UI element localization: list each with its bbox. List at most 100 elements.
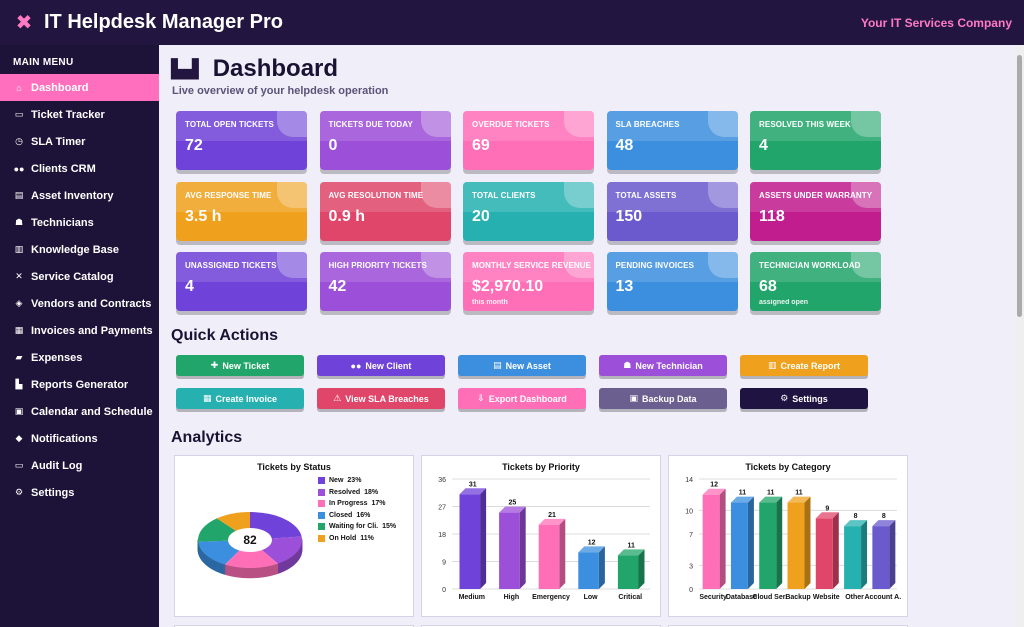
bar-value-label: 11: [767, 490, 775, 497]
new-technician-button[interactable]: ☗ New Technician: [599, 355, 727, 376]
view-sla-breaches-button[interactable]: ⚠ View SLA Breaches: [317, 388, 445, 409]
legend-swatch: [318, 511, 325, 519]
bar-side: [598, 546, 605, 589]
stat-card[interactable]: AVG RESPONSE TIME 3.5 h: [176, 181, 307, 241]
pie-slice-side: [233, 566, 236, 578]
pie-slice-side: [246, 567, 250, 579]
sidebar-item-service-catalog[interactable]: ✕ Service Catalog: [0, 263, 159, 290]
card-highlight: [750, 181, 881, 212]
bar-side: [747, 496, 754, 589]
stat-card[interactable]: RESOLVED THIS WEEK 4: [750, 111, 881, 170]
stat-card[interactable]: AVG RESOLUTION TIME 0.9 h: [319, 181, 451, 241]
bar-value-label: 11: [795, 490, 803, 497]
card-fold: [851, 252, 881, 278]
page-header: ▙▟ Dashboard: [171, 55, 338, 83]
legend-percent: 16%: [356, 511, 371, 519]
card-fold: [277, 181, 307, 208]
sidebar-item-label: Service Catalog: [31, 270, 114, 283]
sidebar-item-technicians[interactable]: ☗ Technicians: [0, 209, 159, 236]
x-tick-label: Security: [699, 594, 727, 601]
status-chart-panel: Tickets by Status 82 New 23% Resolved 18% In…: [174, 455, 414, 617]
stat-label: TOTAL CLIENTS: [472, 190, 536, 200]
timer-icon: ◷: [15, 136, 23, 146]
log-icon: ▭: [14, 460, 24, 470]
bar[interactable]: [759, 502, 777, 589]
pie-slice[interactable]: [224, 540, 278, 568]
bar[interactable]: [538, 524, 560, 589]
stat-value: 0: [328, 137, 338, 154]
bar[interactable]: [872, 526, 890, 589]
create-invoice-button[interactable]: ▦ Create Invoice: [176, 388, 304, 409]
stat-card[interactable]: TOTAL ASSETS 150: [606, 181, 738, 241]
create-report-button[interactable]: ▥ Create Report: [740, 355, 868, 376]
sidebar-item-label: Settings: [31, 486, 75, 499]
ticket-icon: ▭: [14, 109, 24, 119]
stat-card[interactable]: HIGH PRIORITY TICKETS 42: [319, 252, 451, 311]
stat-card[interactable]: MONTHLY SERVICE REVENUE $2,970.10 this mon…: [463, 252, 594, 311]
bar[interactable]: [787, 502, 805, 589]
sidebar-item-label: Notifications: [31, 432, 98, 445]
sidebar-item-notifications[interactable]: ◆ Notifications: [0, 425, 159, 452]
stat-label: SLA BREACHES: [615, 120, 680, 129]
scrollbar-thumb[interactable]: [1017, 55, 1022, 317]
bar[interactable]: [730, 502, 748, 589]
new-client-button[interactable]: ●● New Client: [317, 355, 445, 376]
stat-card[interactable]: UNASSIGNED TICKETS 4: [176, 252, 307, 311]
stat-label: TOTAL OPEN TICKETS: [185, 120, 274, 129]
bar[interactable]: [499, 512, 520, 589]
bar[interactable]: [815, 518, 833, 589]
new-ticket-button[interactable]: ✚ New Ticket: [176, 355, 304, 376]
stat-value: 4: [185, 278, 194, 295]
stat-card[interactable]: SLA BREACHES 48: [606, 111, 738, 170]
export-dashboard-button[interactable]: ⇩ Export Dashboard: [458, 388, 586, 409]
bar-top: [787, 496, 811, 503]
stat-value: 48: [615, 137, 634, 154]
stat-card[interactable]: TICKETS DUE TODAY 0: [319, 111, 451, 170]
sidebar-item-ticket-tracker[interactable]: ▭ Ticket Tracker: [0, 101, 159, 128]
bar[interactable]: [617, 555, 639, 589]
pie-slice-side: [242, 567, 245, 579]
sidebar-item-reports-generator[interactable]: ▙ Reports Generator: [0, 371, 159, 398]
x-tick-label: Medium: [459, 594, 485, 601]
bar-side: [519, 506, 526, 589]
bar-side: [559, 518, 566, 589]
stat-card[interactable]: ASSETS UNDER WARRANTY 118: [750, 181, 881, 241]
bar[interactable]: [578, 552, 599, 589]
bar[interactable]: [459, 494, 481, 589]
stat-card[interactable]: PENDING INVOICES 13: [606, 252, 738, 311]
y-tick-label: 18: [438, 532, 446, 539]
sidebar-item-audit-log[interactable]: ▭ Audit Log: [0, 452, 159, 479]
bar[interactable]: [844, 526, 862, 589]
stat-card[interactable]: TOTAL CLIENTS 20: [463, 181, 594, 241]
legend-label: Resolved: [329, 488, 361, 496]
button-label: New Ticket: [222, 360, 270, 371]
sidebar-item-dashboard[interactable]: ⌂ Dashboard: [0, 74, 159, 101]
sidebar-item-sla-timer[interactable]: ◷ SLA Timer: [0, 128, 159, 155]
bar[interactable]: [702, 494, 720, 589]
new-asset-button[interactable]: ▤ New Asset: [458, 355, 586, 376]
y-tick-label: 10: [685, 508, 693, 515]
sidebar-item-calendar-and-schedule[interactable]: ▣ Calendar and Schedule: [0, 398, 159, 425]
bar-value-label: 9: [825, 505, 829, 512]
sidebar-item-invoices-and-payments[interactable]: ▦ Invoices and Payments: [0, 317, 159, 344]
sidebar-item-asset-inventory[interactable]: ▤ Asset Inventory: [0, 182, 159, 209]
sidebar-item-expenses[interactable]: ▰ Expenses: [0, 344, 159, 371]
sidebar-item-knowledge-base[interactable]: ▥ Knowledge Base: [0, 236, 159, 263]
bar-side: [861, 520, 868, 589]
pie-center-label: 82: [243, 533, 257, 547]
backup-data-button[interactable]: ▣ Backup Data: [599, 388, 727, 409]
sidebar-item-settings[interactable]: ⚙ Settings: [0, 479, 159, 506]
pie-slice-side: [269, 565, 273, 577]
stat-card[interactable]: TECHNICIAN WORKLOAD 68 assigned open: [750, 252, 881, 311]
legend-swatch: [318, 523, 325, 531]
invoice-icon: ▦: [202, 393, 212, 403]
stat-card[interactable]: OVERDUE TICKETS 69: [463, 111, 594, 170]
card-fold: [420, 111, 451, 137]
stat-label: AVG RESPONSE TIME: [185, 190, 272, 200]
stat-card[interactable]: TOTAL OPEN TICKETS 72: [176, 111, 307, 170]
page-scrollbar[interactable]: [1015, 45, 1024, 627]
sidebar-item-vendors-and-contracts[interactable]: ◈ Vendors and Contracts: [0, 290, 159, 317]
sidebar-item-clients-crm[interactable]: ●● Clients CRM: [0, 155, 159, 182]
settings-button[interactable]: ⚙ Settings: [740, 388, 868, 409]
button-label: New Technician: [635, 360, 703, 371]
